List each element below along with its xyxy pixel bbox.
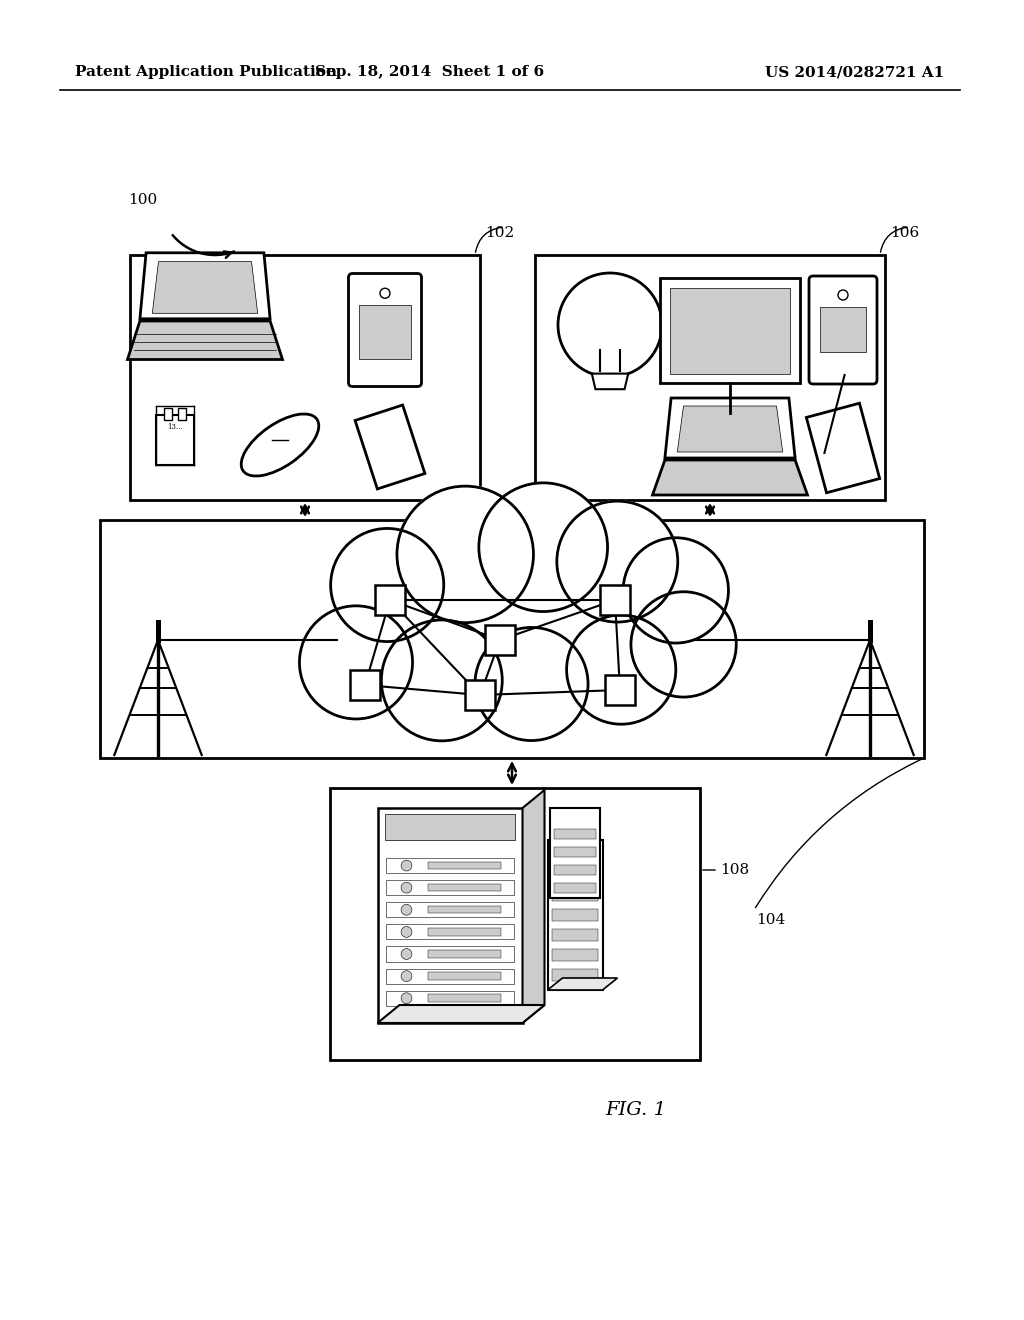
Text: 106: 106 xyxy=(890,226,920,240)
Bar xyxy=(165,408,172,420)
Bar xyxy=(660,277,800,383)
Bar xyxy=(386,924,514,940)
Bar xyxy=(386,903,514,917)
Text: FIG. 1: FIG. 1 xyxy=(605,1101,666,1119)
Bar xyxy=(428,994,501,1002)
Bar xyxy=(485,624,515,655)
Bar xyxy=(552,869,598,880)
Bar xyxy=(350,671,380,700)
Bar xyxy=(554,846,596,857)
Polygon shape xyxy=(355,405,425,488)
Polygon shape xyxy=(140,253,270,319)
Bar xyxy=(428,906,501,913)
Polygon shape xyxy=(153,261,258,313)
Circle shape xyxy=(401,970,412,982)
Circle shape xyxy=(556,500,679,623)
Bar xyxy=(178,408,185,420)
Bar xyxy=(465,680,495,710)
Bar xyxy=(428,950,501,958)
Polygon shape xyxy=(665,399,795,458)
Bar xyxy=(535,255,885,500)
Circle shape xyxy=(474,626,589,742)
Text: Patent Application Publication: Patent Application Publication xyxy=(75,65,337,79)
Ellipse shape xyxy=(337,576,687,684)
Bar xyxy=(554,865,596,875)
Bar xyxy=(820,308,866,352)
Bar xyxy=(552,969,598,981)
Text: Sep. 18, 2014  Sheet 1 of 6: Sep. 18, 2014 Sheet 1 of 6 xyxy=(315,65,545,79)
Polygon shape xyxy=(806,403,880,492)
Text: US 2014/0282721 A1: US 2014/0282721 A1 xyxy=(765,65,944,79)
Circle shape xyxy=(401,927,412,937)
Bar xyxy=(552,929,598,941)
Bar xyxy=(670,288,791,374)
Bar xyxy=(552,888,598,902)
Bar xyxy=(428,883,501,891)
Circle shape xyxy=(477,482,609,612)
Bar xyxy=(554,883,596,892)
Polygon shape xyxy=(677,407,782,451)
Bar xyxy=(385,814,515,841)
Circle shape xyxy=(623,537,729,644)
Polygon shape xyxy=(522,789,545,1023)
Polygon shape xyxy=(128,321,283,359)
Ellipse shape xyxy=(242,414,318,477)
Bar xyxy=(375,585,406,615)
Bar xyxy=(428,862,501,870)
FancyBboxPatch shape xyxy=(348,273,422,387)
Circle shape xyxy=(330,527,444,643)
Bar xyxy=(548,840,602,990)
Circle shape xyxy=(401,861,412,871)
Bar xyxy=(156,414,194,465)
Bar xyxy=(550,808,600,898)
Bar xyxy=(600,585,630,615)
Bar xyxy=(554,829,596,838)
Bar xyxy=(359,305,411,359)
Bar xyxy=(552,949,598,961)
Bar xyxy=(605,675,635,705)
Circle shape xyxy=(395,484,535,624)
Bar xyxy=(386,969,514,983)
Circle shape xyxy=(401,949,412,960)
Bar xyxy=(100,520,924,758)
Bar xyxy=(428,972,501,979)
Bar xyxy=(130,255,480,500)
Bar xyxy=(700,409,760,417)
Circle shape xyxy=(380,619,504,742)
Bar xyxy=(552,909,598,921)
Bar xyxy=(386,946,514,961)
Polygon shape xyxy=(652,459,808,495)
FancyBboxPatch shape xyxy=(809,276,877,384)
Polygon shape xyxy=(592,374,628,389)
Circle shape xyxy=(558,273,662,378)
Bar xyxy=(386,991,514,1006)
Circle shape xyxy=(401,904,412,915)
Bar xyxy=(428,928,501,936)
Text: 108: 108 xyxy=(720,863,750,876)
Text: 100: 100 xyxy=(128,193,158,207)
Polygon shape xyxy=(378,1005,545,1023)
Bar xyxy=(378,808,522,1023)
Circle shape xyxy=(401,882,412,894)
Text: 102: 102 xyxy=(485,226,514,240)
Circle shape xyxy=(630,590,737,698)
Circle shape xyxy=(298,605,414,721)
Polygon shape xyxy=(548,978,617,990)
Bar xyxy=(386,880,514,895)
Circle shape xyxy=(380,288,390,298)
Circle shape xyxy=(401,993,412,1003)
Bar xyxy=(330,788,700,1060)
Text: 104: 104 xyxy=(756,913,785,927)
Bar xyxy=(386,858,514,873)
Circle shape xyxy=(565,614,677,725)
Circle shape xyxy=(838,290,848,300)
Text: 13...: 13... xyxy=(167,422,183,432)
